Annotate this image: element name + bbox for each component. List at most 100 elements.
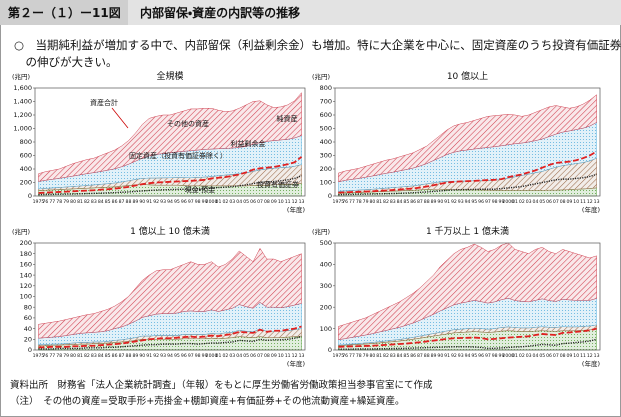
x-tick-label: 97: [485, 353, 491, 359]
y-tick-label: 20: [24, 336, 32, 344]
x-tick-label: 86: [410, 199, 416, 205]
x-tick-label: 97: [188, 353, 194, 359]
x-tick-label: 01: [216, 353, 222, 359]
x-tick-label: 81: [77, 199, 83, 205]
y-tick-label: 200: [20, 239, 32, 247]
figure-no: 第２ー（１）ー11図: [7, 5, 121, 20]
x-tick-label: 83: [91, 353, 97, 359]
y-tick-label: 40: [24, 325, 32, 333]
x-tick-label: 12: [292, 353, 298, 359]
x-tick-label: 02: [519, 353, 525, 359]
x-unit: (年度): [287, 205, 305, 214]
y-tick-label: 700: [320, 98, 332, 106]
x-tick-label: 93: [160, 199, 166, 205]
x-tick-label: 82: [84, 199, 90, 205]
x-tick-label: 09: [271, 199, 277, 205]
x-tick-label: 81: [376, 353, 382, 359]
x-tick-label: 11: [580, 199, 586, 205]
series-label: 利益剰余金: [231, 139, 266, 148]
x-tick-label: 05: [539, 199, 545, 205]
y-tick-label: 0: [328, 192, 332, 200]
x-tick-label: 1975: [33, 353, 45, 359]
x-tick-label: 81: [376, 199, 382, 205]
x-tick-label: 89: [132, 199, 138, 205]
figure-no-box: [0, 0, 128, 25]
x-unit: (年度): [582, 205, 600, 214]
x-tick-label: 07: [553, 353, 559, 359]
x-tick-label: 80: [369, 199, 375, 205]
x-unit: (年度): [287, 359, 305, 368]
y-tick-label: 300: [320, 152, 332, 160]
x-tick-label: 98: [492, 199, 498, 205]
stacked-area: [38, 92, 302, 182]
x-tick-label: 87: [119, 353, 125, 359]
x-tick-label: 81: [77, 353, 83, 359]
x-tick-label: 83: [390, 199, 396, 205]
y-tick-label: 0: [328, 346, 332, 354]
x-tick-label: 76: [42, 353, 48, 359]
x-tick-label: 80: [369, 353, 375, 359]
x-tick-label: 82: [84, 353, 90, 359]
y-tick-label: 500: [320, 125, 332, 133]
series-label: 固定資産（投資有価証券除く）: [129, 151, 227, 160]
x-tick-label: 02: [222, 199, 228, 205]
x-tick-label: 08: [560, 199, 566, 205]
x-tick-label: 80: [70, 353, 76, 359]
x-tick-label: 06: [250, 353, 256, 359]
x-tick-label: 96: [478, 353, 484, 359]
y-tick-label: 160: [20, 261, 32, 269]
footnote: （注） その他の資産=受取手形+売掛金+棚卸資産+有価証券+その他流動資産+繰延…: [10, 395, 405, 407]
x-tick-label: 02: [222, 353, 228, 359]
x-tick-label: 13: [594, 199, 600, 205]
x-tick-label: 90: [139, 199, 145, 205]
x-tick-label: 85: [105, 353, 111, 359]
y-tick-label: 100: [320, 325, 332, 333]
x-tick-label: 89: [132, 353, 138, 359]
x-tick-label: 96: [181, 353, 187, 359]
x-tick-label: 04: [533, 353, 539, 359]
x-tick-label: 13: [299, 353, 305, 359]
x-tick-label: 86: [410, 353, 416, 359]
stacked-area: [338, 94, 597, 183]
x-tick-label: 10: [278, 353, 284, 359]
y-tick-label: 1,400: [13, 98, 32, 106]
x-tick-label: 09: [566, 199, 572, 205]
summary: ○ 当期純利益が増加する中で、内部留保（利益剰余金）も増加。特に大企業を中心に、…: [14, 38, 621, 69]
x-tick-label: 95: [174, 199, 180, 205]
x-tick-label: 88: [424, 199, 430, 205]
chart-title: 全規模: [156, 70, 183, 82]
x-tick-label: 77: [49, 199, 55, 205]
x-tick-label: 99: [499, 199, 505, 205]
series-label: その他の資産: [167, 119, 209, 128]
x-tick-label: 03: [229, 353, 235, 359]
x-tick-label: 84: [397, 353, 403, 359]
y-tick-label: 400: [320, 261, 332, 269]
x-tick-label: 92: [451, 199, 457, 205]
x-tick-label: 06: [546, 199, 552, 205]
y-tick-label: 300: [320, 282, 332, 290]
y-tick-label: 80: [24, 303, 32, 311]
y-tick-label: 1,000: [13, 125, 32, 133]
x-tick-label: 77: [349, 353, 355, 359]
x-tick-label: 95: [174, 353, 180, 359]
x-tick-label: 94: [167, 353, 173, 359]
x-tick-label: 87: [119, 199, 125, 205]
x-tick-label: 88: [126, 353, 132, 359]
x-tick-label: 03: [526, 353, 532, 359]
x-tick-label: 86: [112, 199, 118, 205]
x-tick-label: 83: [91, 199, 97, 205]
x-tick-label: 83: [390, 353, 396, 359]
y-tick-label: 0: [28, 192, 32, 200]
x-tick-label: 87: [417, 199, 423, 205]
x-tick-label: 87: [417, 353, 423, 359]
x-tick-label: 96: [478, 199, 484, 205]
x-tick-label: 94: [465, 199, 471, 205]
x-tick-label: 97: [188, 199, 194, 205]
x-tick-label: 88: [424, 353, 430, 359]
x-tick-label: 77: [49, 353, 55, 359]
y-tick-label: 600: [320, 111, 332, 119]
x-tick-label: 07: [257, 353, 263, 359]
x-tick-label: 90: [437, 353, 443, 359]
x-tick-label: 78: [56, 199, 62, 205]
